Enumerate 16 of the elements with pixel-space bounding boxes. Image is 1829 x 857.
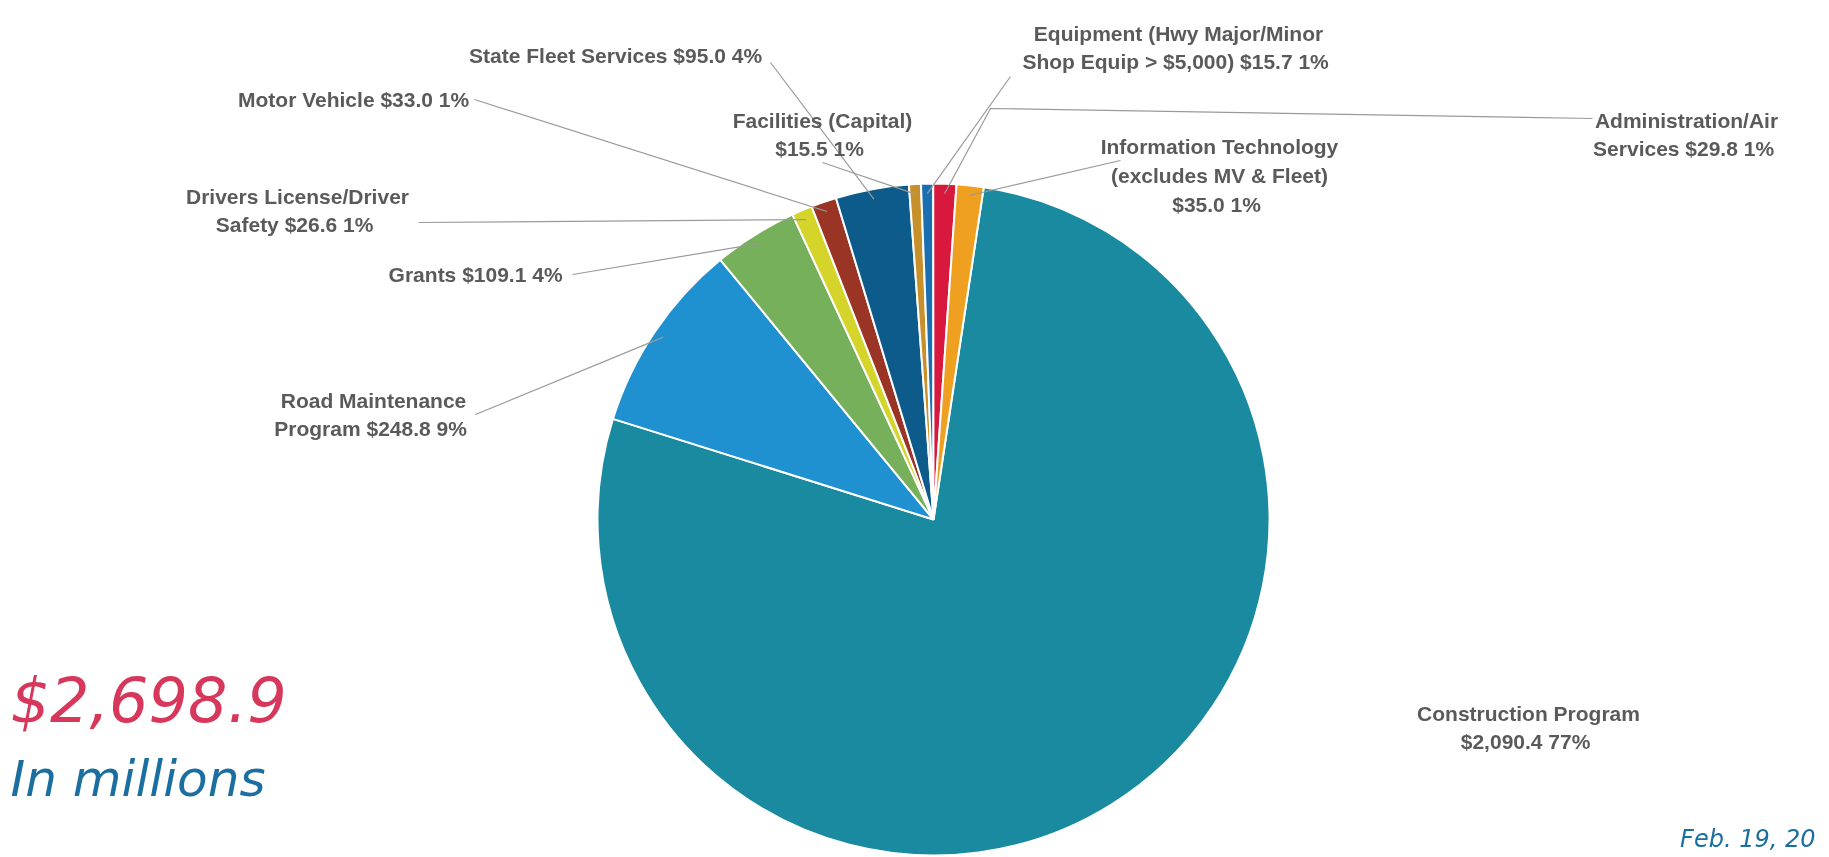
slice-label: State Fleet Services $95.0 4%: [469, 44, 763, 67]
slice-label: Grants $109.1 4%: [388, 263, 563, 286]
text: Feb. 19, 20: [1680, 824, 1816, 853]
slice-label: Construction Program: [1417, 701, 1640, 725]
slice-label: Administration/Air Services $29.8 1%: [1593, 108, 1779, 161]
slice-label: Road Maintenance Program $248.8 9%: [274, 388, 468, 441]
data-label: $2,090.4 77%: [1460, 730, 1591, 754]
data-label: $15.5 1%: [775, 137, 865, 161]
text: In millions: [10, 749, 266, 808]
slice-label: Drivers License/Driver Safety $26.6 1%: [186, 184, 409, 237]
text: $2,698.9: [10, 664, 287, 737]
data-label: $35.0 1%: [1172, 192, 1262, 216]
slice-label: Equipment (Hwy Major/Minor Shop Equip > $5,000) $15.7 1%: [1022, 21, 1330, 74]
slice-label: Information Technology (excludes MV & Fleet): [1100, 135, 1339, 187]
slice-label: Motor Vehicle $33.0 1%: [238, 88, 470, 111]
slice-label: Facilities (Capital): [732, 108, 913, 132]
